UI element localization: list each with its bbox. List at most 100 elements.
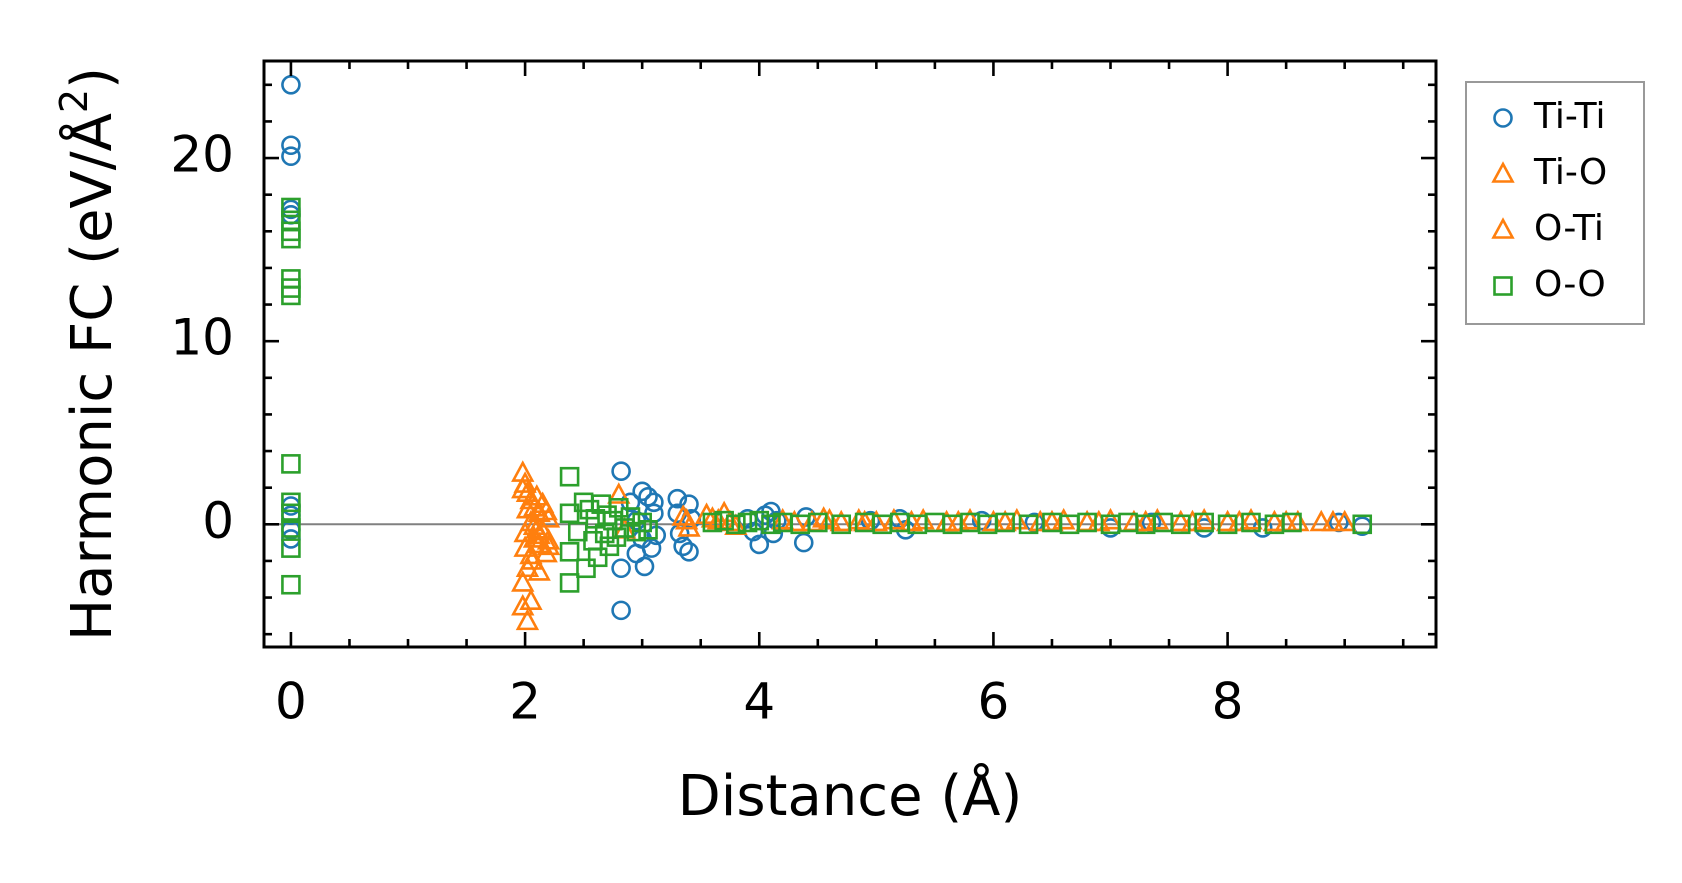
point-o-ti (534, 498, 558, 521)
point-ti-o (981, 509, 1006, 532)
point-o-ti (1180, 509, 1205, 532)
point-o-o (808, 512, 828, 533)
point-ti-o (522, 526, 547, 548)
legend-marker-ti-o (1491, 161, 1515, 183)
point-ti-o (882, 507, 906, 530)
point-o-ti (520, 548, 544, 570)
point-ti-o (536, 506, 561, 528)
point-ti-o (1028, 509, 1052, 532)
point-o-o (749, 510, 770, 531)
point-ti-ti (644, 492, 664, 513)
point-ti-o (847, 507, 871, 530)
legend-label: Ti-O (1533, 152, 1607, 193)
legend-marker-o-ti (1491, 217, 1515, 239)
point-ti-ti (679, 541, 699, 562)
point-o-o (281, 454, 301, 474)
point-o-o (559, 541, 580, 562)
point-ti-ti (638, 487, 658, 507)
point-o-o (1077, 512, 1097, 533)
point-ti-ti (673, 536, 693, 557)
legend-label: Ti-Ti (1533, 96, 1605, 137)
point-o-ti (1133, 509, 1158, 532)
legend-label: O-Ti (1534, 208, 1604, 249)
point-o-o (1217, 514, 1238, 535)
point-o-o (702, 512, 723, 533)
point-ti-o (515, 608, 540, 631)
point-ti-ti (281, 75, 301, 95)
point-o-ti (899, 509, 924, 532)
point-ti-o (958, 507, 982, 530)
point-o-ti (1321, 509, 1345, 532)
point-ti-o (934, 509, 959, 532)
point-ti-o (1309, 509, 1333, 532)
y-axis-label-main: Harmonic FC (eV/Å (59, 113, 125, 641)
plot-frame (262, 59, 1438, 649)
point-o-ti (700, 506, 725, 528)
point-ti-ti (611, 558, 631, 579)
point-ti-ti (667, 488, 688, 509)
point-o-o (995, 512, 1015, 533)
legend: Ti-Ti Ti-O O-Ti O-O (1465, 81, 1645, 325)
point-ti-o (1262, 509, 1287, 532)
x-axis-label: Distance (Å) (678, 763, 1023, 829)
point-o-o (281, 538, 301, 558)
point-o-o (281, 492, 301, 513)
point-ti-ti (641, 538, 662, 558)
y-tick-label: 0 (202, 492, 234, 550)
point-ti-ti (634, 556, 655, 577)
point-o-o (638, 519, 658, 540)
point-o-o (726, 514, 746, 535)
legend-marker-o-o (1493, 276, 1513, 296)
point-o-ti (946, 509, 970, 532)
point-ti-ti (632, 481, 652, 502)
point-o-o (714, 510, 734, 531)
y-tick-label: 20 (170, 126, 234, 184)
x-tick-label: 2 (509, 673, 541, 731)
point-ti-o (511, 570, 535, 592)
point-o-o (559, 466, 580, 487)
point-o-ti (782, 509, 807, 532)
point-o-ti (1087, 509, 1111, 532)
y-axis-label-superscript: 2 (52, 89, 96, 113)
point-o-o (281, 503, 301, 524)
point-o-ti (515, 496, 540, 519)
y-tick-label: 10 (170, 309, 234, 367)
point-o-ti (817, 507, 842, 530)
point-o-ti (511, 476, 535, 499)
point-o-o (620, 507, 641, 527)
point-ti-o (511, 593, 535, 616)
x-tick-label: 8 (1212, 673, 1244, 731)
point-ti-ti (611, 600, 631, 621)
point-ti-o (677, 515, 701, 537)
x-tick-label: 0 (275, 673, 307, 731)
point-ti-o (1215, 509, 1240, 532)
point-o-o (281, 197, 301, 218)
point-ti-o (1239, 507, 1263, 530)
point-o-o (559, 573, 580, 593)
point-o-ti (527, 522, 551, 545)
point-o-o (737, 512, 758, 533)
point-o-o (281, 228, 301, 249)
point-ti-o (534, 540, 558, 563)
point-o-ti (536, 533, 561, 556)
y-axis-label: Harmonic FC (eV/Å2) (52, 67, 126, 641)
point-o-o (1282, 512, 1302, 533)
point-o-o (831, 514, 852, 535)
point-ti-o (671, 504, 695, 526)
point-o-o (559, 503, 580, 524)
point-o-o (281, 210, 301, 231)
point-o-o (281, 518, 301, 538)
point-ti-o (513, 520, 537, 543)
point-ti-ti (611, 461, 631, 482)
point-o-o (281, 285, 301, 306)
point-ti-ti (281, 135, 301, 156)
point-o-o (1018, 514, 1039, 535)
point-ti-o (1098, 507, 1123, 530)
y-axis-label-close: ) (60, 67, 125, 89)
point-ti-o (1145, 507, 1170, 530)
point-ti-o (1051, 507, 1076, 530)
point-o-o (587, 547, 608, 568)
point-ti-o (864, 509, 889, 532)
point-o-ti (1227, 509, 1251, 532)
